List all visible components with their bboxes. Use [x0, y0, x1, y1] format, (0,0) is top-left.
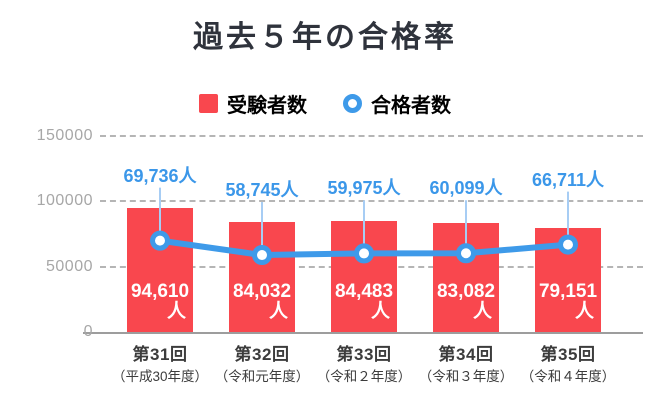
bar-value-label: 84,483 人: [331, 282, 397, 321]
x-axis-line: [83, 332, 643, 334]
bar-value-label: 84,032 人: [229, 282, 295, 321]
legend-item-examinees: 受験者数: [199, 89, 307, 118]
data-point-marker: [456, 243, 476, 264]
data-point-marker: [354, 243, 374, 264]
x-axis-category: 第34回 （令和３年度）: [405, 345, 527, 384]
x-category-sublabel: （平成30年度）: [111, 369, 209, 384]
bar-value-label: 79,151 人: [535, 282, 601, 321]
bar-value-number: 94,610: [130, 281, 190, 302]
gridline: [100, 134, 643, 137]
x-category-sublabel: （令和４年度）: [520, 369, 616, 384]
x-category-sublabel: （令和２年度）: [316, 369, 412, 384]
line-marker-swatch-icon: [343, 94, 362, 113]
x-category-label: 第35回: [540, 345, 596, 364]
legend-label-examinees: 受験者数: [227, 95, 307, 117]
x-category-label: 第32回: [234, 345, 290, 364]
data-point-marker: [558, 234, 578, 255]
point-value-label: 66,711人: [531, 169, 605, 190]
bar-value-label: 83,082 人: [433, 282, 499, 321]
gridline: [100, 200, 643, 202]
data-point-marker: [150, 230, 170, 251]
bar-value-unit: 人: [268, 301, 288, 322]
legend-label-passers: 合格者数: [371, 95, 451, 117]
bar-value-unit: 人: [472, 301, 492, 322]
y-tick-label: 100000: [36, 192, 93, 209]
bar-value-number: 83,082: [436, 281, 496, 302]
bar-value-label: 94,610 人: [127, 282, 193, 321]
bar-swatch-icon: [199, 94, 218, 113]
bar-value-number: 84,483: [334, 281, 394, 302]
bar-value-unit: 人: [370, 301, 390, 322]
bar-value-number: 84,032: [232, 281, 292, 302]
y-tick-label: 50000: [46, 257, 93, 275]
x-axis-category: 第32回 （令和元年度）: [201, 345, 323, 384]
data-point-marker: [252, 245, 272, 266]
point-value-label: 69,736人: [123, 165, 197, 186]
bar-value-unit: 人: [166, 301, 186, 322]
point-value-label: 60,099人: [429, 178, 503, 199]
x-axis-category: 第35回 （令和４年度）: [507, 345, 629, 384]
x-axis-category: 第33回 （令和２年度）: [303, 345, 425, 384]
legend-item-passers: 合格者数: [343, 89, 451, 118]
bar-value-unit: 人: [574, 301, 594, 322]
bar-value-number: 79,151: [538, 281, 598, 302]
point-value-label: 58,745人: [225, 180, 299, 201]
chart-title: 過去５年の合格率: [193, 21, 457, 54]
point-value-label: 59,975人: [327, 178, 401, 199]
x-category-sublabel: （令和３年度）: [418, 369, 514, 384]
x-category-sublabel: （令和元年度）: [214, 369, 310, 384]
x-category-label: 第31回: [132, 345, 188, 364]
x-axis-category: 第31回 （平成30年度）: [99, 345, 221, 384]
x-category-label: 第34回: [438, 345, 494, 364]
y-tick-label: 0: [83, 323, 93, 340]
x-category-label: 第33回: [336, 345, 392, 364]
legend: 受験者数 合格者数: [0, 89, 650, 118]
y-tick-label: 150000: [36, 126, 93, 144]
